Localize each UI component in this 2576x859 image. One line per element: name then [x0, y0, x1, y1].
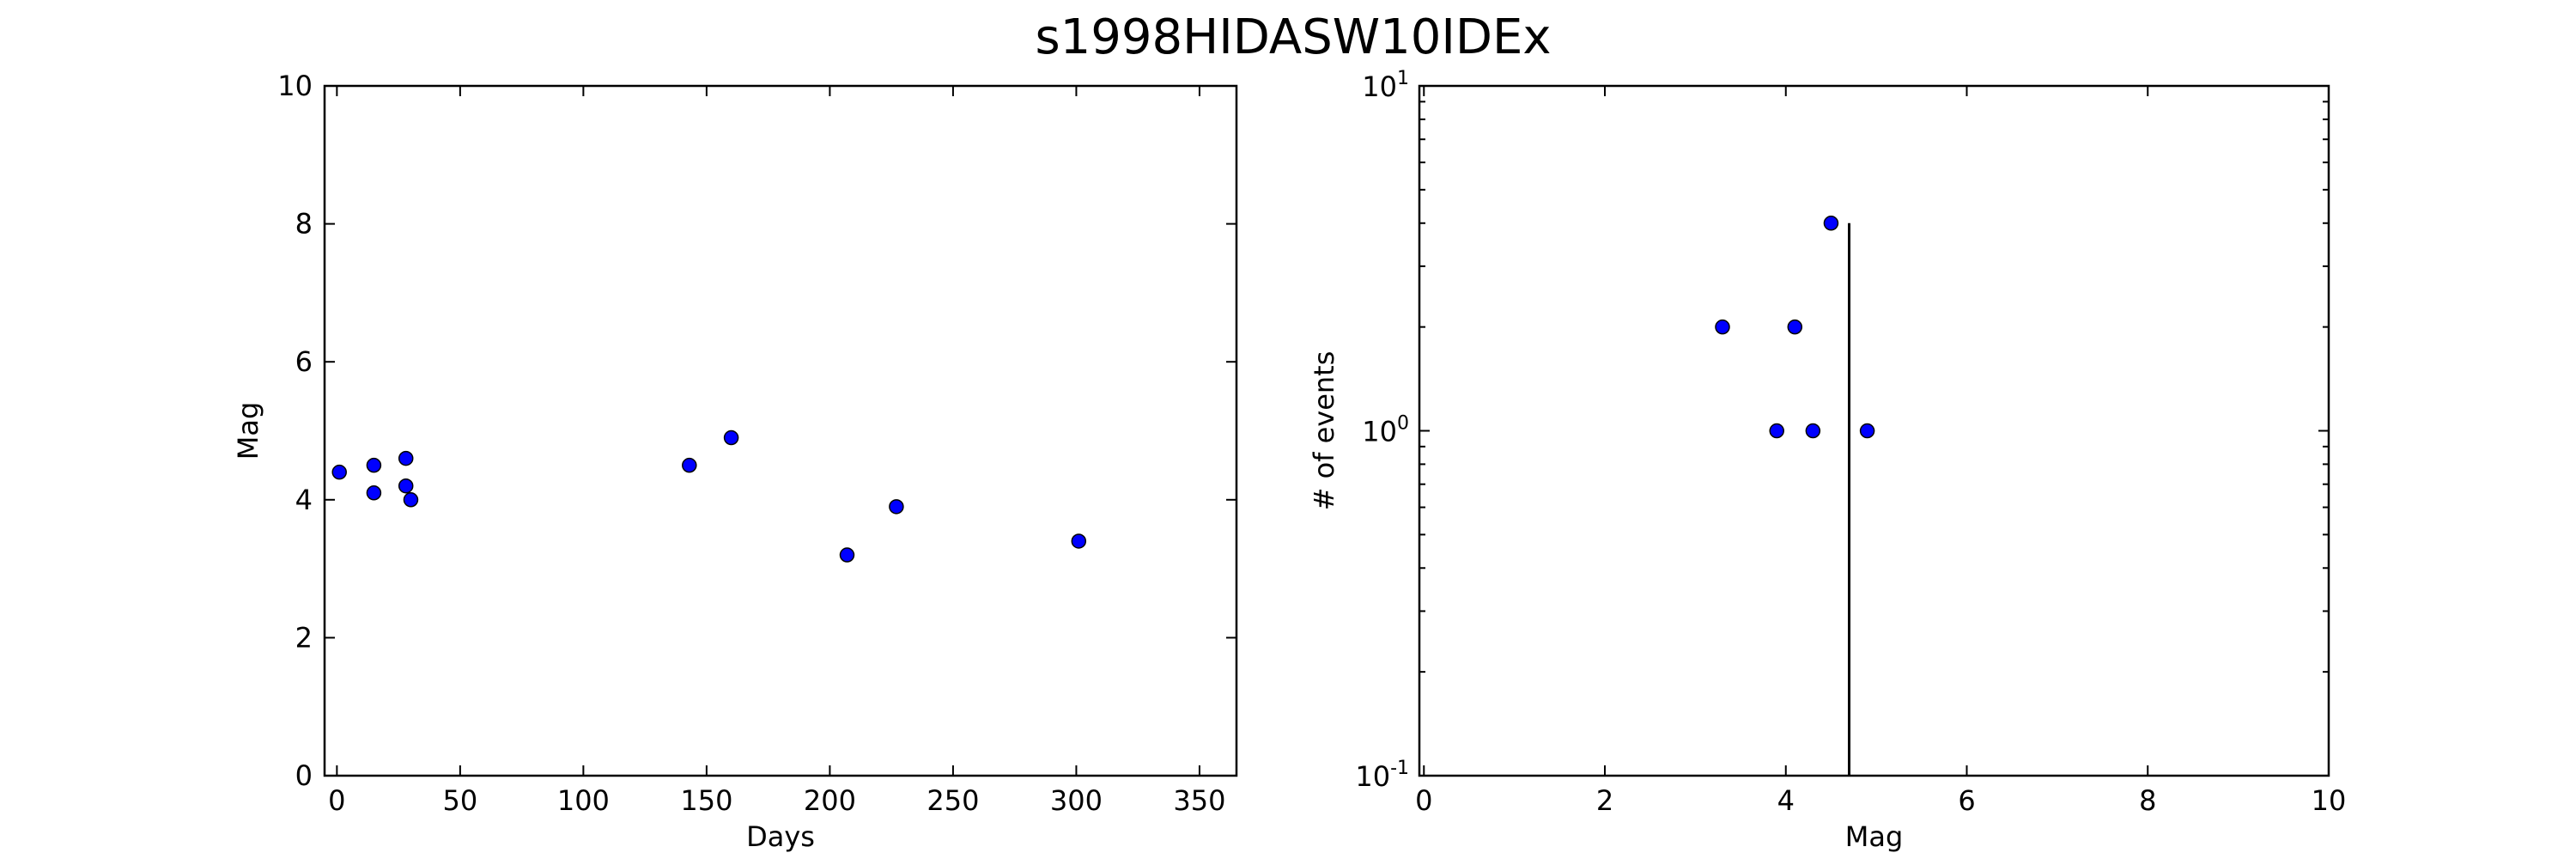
panel-1-ylabel: # of events	[1308, 351, 1340, 511]
panel-0-y-tick-label: 4	[295, 484, 313, 516]
panel-0-data-point	[331, 464, 347, 480]
panel-0-data-point	[839, 547, 855, 563]
panel-1-x-tick-label: 2	[1596, 784, 1613, 817]
panel-0-x-tick-label: 300	[1050, 784, 1103, 817]
panel-0-xlabel: Days	[746, 820, 815, 853]
panel-1-x-tick-label: 0	[1415, 784, 1432, 817]
panel-0-data-point	[366, 457, 382, 473]
panel-1-data-point	[1715, 319, 1730, 335]
panel-1-x-tick-label: 6	[1958, 784, 1975, 817]
panel-mag-vs-days: Days Mag 0 50 100 150 200 250 300 350 0 2 4 6 8 10	[232, 70, 1238, 853]
panel-1-axes-frame	[1418, 84, 2330, 777]
panel-1-x-tick-label: 8	[2139, 784, 2156, 817]
panel-1-x-tick-label: 10	[2312, 784, 2347, 817]
panel-1-data-point	[1823, 216, 1839, 231]
panel-0-data-point	[398, 450, 414, 466]
panel-0-data-point	[1071, 533, 1087, 549]
panel-1-xlabel: Mag	[1845, 820, 1904, 853]
panel-1-data-point	[1769, 423, 1784, 439]
panel-0-x-tick-label: 0	[328, 784, 345, 817]
figure-title: s1998HIDASW10IDEx	[1035, 9, 1551, 65]
panel-0-axes-frame	[323, 84, 1238, 777]
panel-0-y-tick-label: 0	[295, 759, 313, 792]
panel-0-x-tick-label: 350	[1173, 784, 1225, 817]
panel-1-y-tick-label: 101	[1362, 68, 1409, 103]
panel-0-y-tick-label: 2	[295, 621, 313, 654]
panel-1-y-tick-label: 100	[1362, 413, 1409, 448]
panel-0-y-tick-label: 6	[295, 345, 313, 378]
panel-0-x-tick-label: 250	[927, 784, 979, 817]
panel-1-data-point	[1805, 423, 1821, 439]
panel-0-data-point	[403, 492, 419, 508]
panel-0-data-point	[889, 499, 904, 515]
panel-0-data-point	[682, 457, 697, 473]
panel-1-x-tick-label: 4	[1777, 784, 1795, 817]
panel-0-x-tick-label: 150	[680, 784, 732, 817]
panel-0-data-point	[398, 478, 414, 494]
panel-0-y-tick-label: 10	[277, 70, 313, 102]
panel-events-vs-mag: Mag # of events 0 2 4 6 8 10 10-1 100 101	[1308, 68, 2346, 853]
panel-0-data-point	[723, 430, 739, 446]
panel-0-ylabel: Mag	[232, 402, 264, 460]
panel-1-y-tick-label: 10-1	[1355, 758, 1409, 793]
panel-0-data-point	[366, 485, 382, 501]
panel-1-data-point	[1787, 319, 1803, 335]
panel-0-x-tick-label: 200	[804, 784, 856, 817]
panel-0-x-tick-label: 50	[443, 784, 478, 817]
panel-1-data-point	[1859, 423, 1875, 439]
panel-0-x-tick-label: 100	[557, 784, 610, 817]
panel-0-y-tick-label: 8	[295, 208, 313, 241]
